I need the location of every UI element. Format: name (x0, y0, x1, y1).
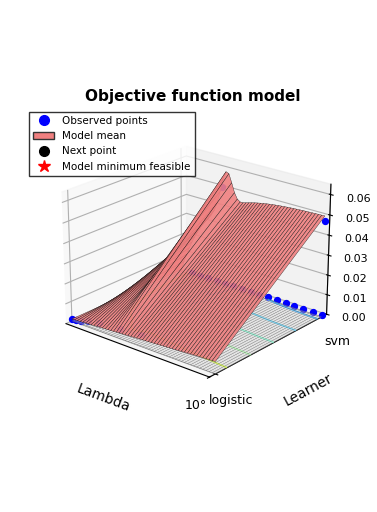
X-axis label: Lambda: Lambda (75, 381, 132, 414)
Legend: Observed points, Model mean, Next point, Model minimum feasible: Observed points, Model mean, Next point,… (29, 112, 195, 176)
Title: Objective function model: Objective function model (86, 90, 301, 104)
Y-axis label: Learner: Learner (281, 371, 334, 409)
